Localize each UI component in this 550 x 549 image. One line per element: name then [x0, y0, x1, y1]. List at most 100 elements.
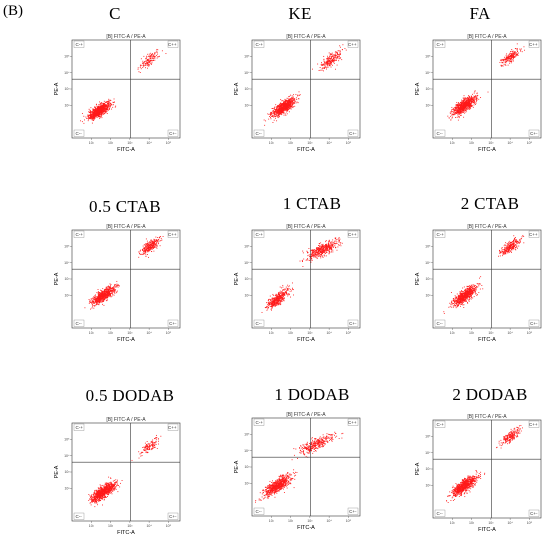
data-point — [292, 105, 294, 107]
data-point — [95, 112, 96, 114]
data-point — [317, 254, 318, 256]
data-point — [273, 301, 274, 303]
data-point — [150, 245, 152, 247]
data-point — [301, 259, 303, 261]
data-point — [282, 298, 284, 300]
data-point — [285, 101, 287, 103]
data-point — [276, 107, 278, 109]
data-point — [460, 109, 462, 111]
data-point — [279, 294, 281, 296]
data-point — [463, 116, 465, 118]
data-point — [268, 306, 269, 308]
data-point — [95, 299, 97, 301]
data-point — [104, 299, 106, 301]
data-point — [476, 99, 478, 101]
data-point — [287, 104, 288, 105]
data-point — [277, 108, 278, 110]
data-point — [101, 293, 103, 295]
data-point — [289, 98, 291, 100]
data-point — [506, 57, 508, 59]
data-point — [271, 299, 273, 301]
data-point — [100, 110, 102, 112]
data-point — [89, 117, 91, 118]
data-point — [146, 57, 148, 59]
data-point — [156, 51, 158, 53]
data-point — [93, 119, 95, 121]
data-point — [105, 106, 107, 107]
data-point — [277, 110, 279, 112]
y-axis-label: PE-A — [415, 82, 421, 95]
data-point — [276, 109, 278, 111]
plot-0-5-ctab: [B] FITC-A / PE-A C-+ C++ C-- C+- FITC-A PE-A 1… — [52, 222, 182, 343]
data-point — [91, 307, 93, 309]
data-point — [106, 297, 108, 298]
data-point — [108, 292, 110, 294]
data-point — [270, 300, 272, 302]
data-point — [469, 100, 471, 101]
data-point — [310, 255, 312, 257]
data-point — [275, 297, 277, 299]
data-point — [468, 97, 470, 99]
data-point — [110, 296, 112, 298]
data-point — [103, 296, 104, 298]
data-point — [272, 301, 274, 303]
data-point — [150, 247, 152, 249]
data-point — [465, 100, 467, 102]
data-point — [336, 249, 338, 251]
data-point — [321, 63, 323, 65]
data-point — [153, 247, 154, 249]
data-point — [332, 60, 333, 62]
data-point — [288, 104, 290, 105]
data-point — [271, 300, 273, 302]
data-point — [507, 57, 509, 59]
data-point — [462, 109, 463, 111]
data-point — [88, 299, 90, 300]
data-point — [105, 287, 107, 288]
data-point — [102, 296, 104, 298]
data-point — [275, 115, 277, 117]
data-point — [509, 60, 511, 62]
data-point — [110, 99, 112, 101]
data-point — [283, 114, 285, 116]
data-point — [267, 303, 269, 305]
data-point — [148, 55, 150, 57]
data-point — [103, 105, 105, 107]
data-point — [454, 113, 456, 115]
data-point — [92, 298, 94, 300]
data-point — [279, 103, 281, 105]
data-point — [317, 247, 319, 249]
data-point — [266, 306, 268, 308]
data-point — [269, 116, 270, 118]
data-point — [280, 106, 282, 108]
quadrant-label-upper-left: C-+ — [76, 232, 84, 237]
data-point — [148, 59, 150, 61]
data-point — [284, 102, 286, 104]
data-point — [151, 60, 153, 62]
data-point — [142, 65, 144, 67]
data-point — [93, 118, 95, 120]
data-point — [101, 110, 103, 111]
data-point — [463, 103, 465, 105]
data-point — [319, 250, 321, 252]
data-point — [100, 106, 101, 108]
data-point — [152, 242, 154, 244]
data-point — [466, 101, 468, 103]
data-point — [88, 118, 90, 120]
data-point — [145, 58, 147, 60]
data-point — [285, 109, 287, 111]
data-point — [461, 112, 463, 114]
data-point — [333, 62, 335, 64]
data-point — [510, 58, 512, 60]
data-point — [459, 105, 461, 107]
data-point — [114, 284, 116, 285]
data-point — [457, 104, 459, 106]
data-point — [98, 112, 100, 114]
data-point — [98, 295, 99, 297]
condition-label-0-5-ctab: 0.5 CTAB — [89, 197, 161, 216]
data-point — [105, 109, 107, 110]
data-point — [101, 300, 103, 302]
data-point — [455, 107, 457, 109]
data-point — [99, 296, 101, 298]
data-point — [510, 55, 512, 57]
data-point — [452, 114, 454, 116]
